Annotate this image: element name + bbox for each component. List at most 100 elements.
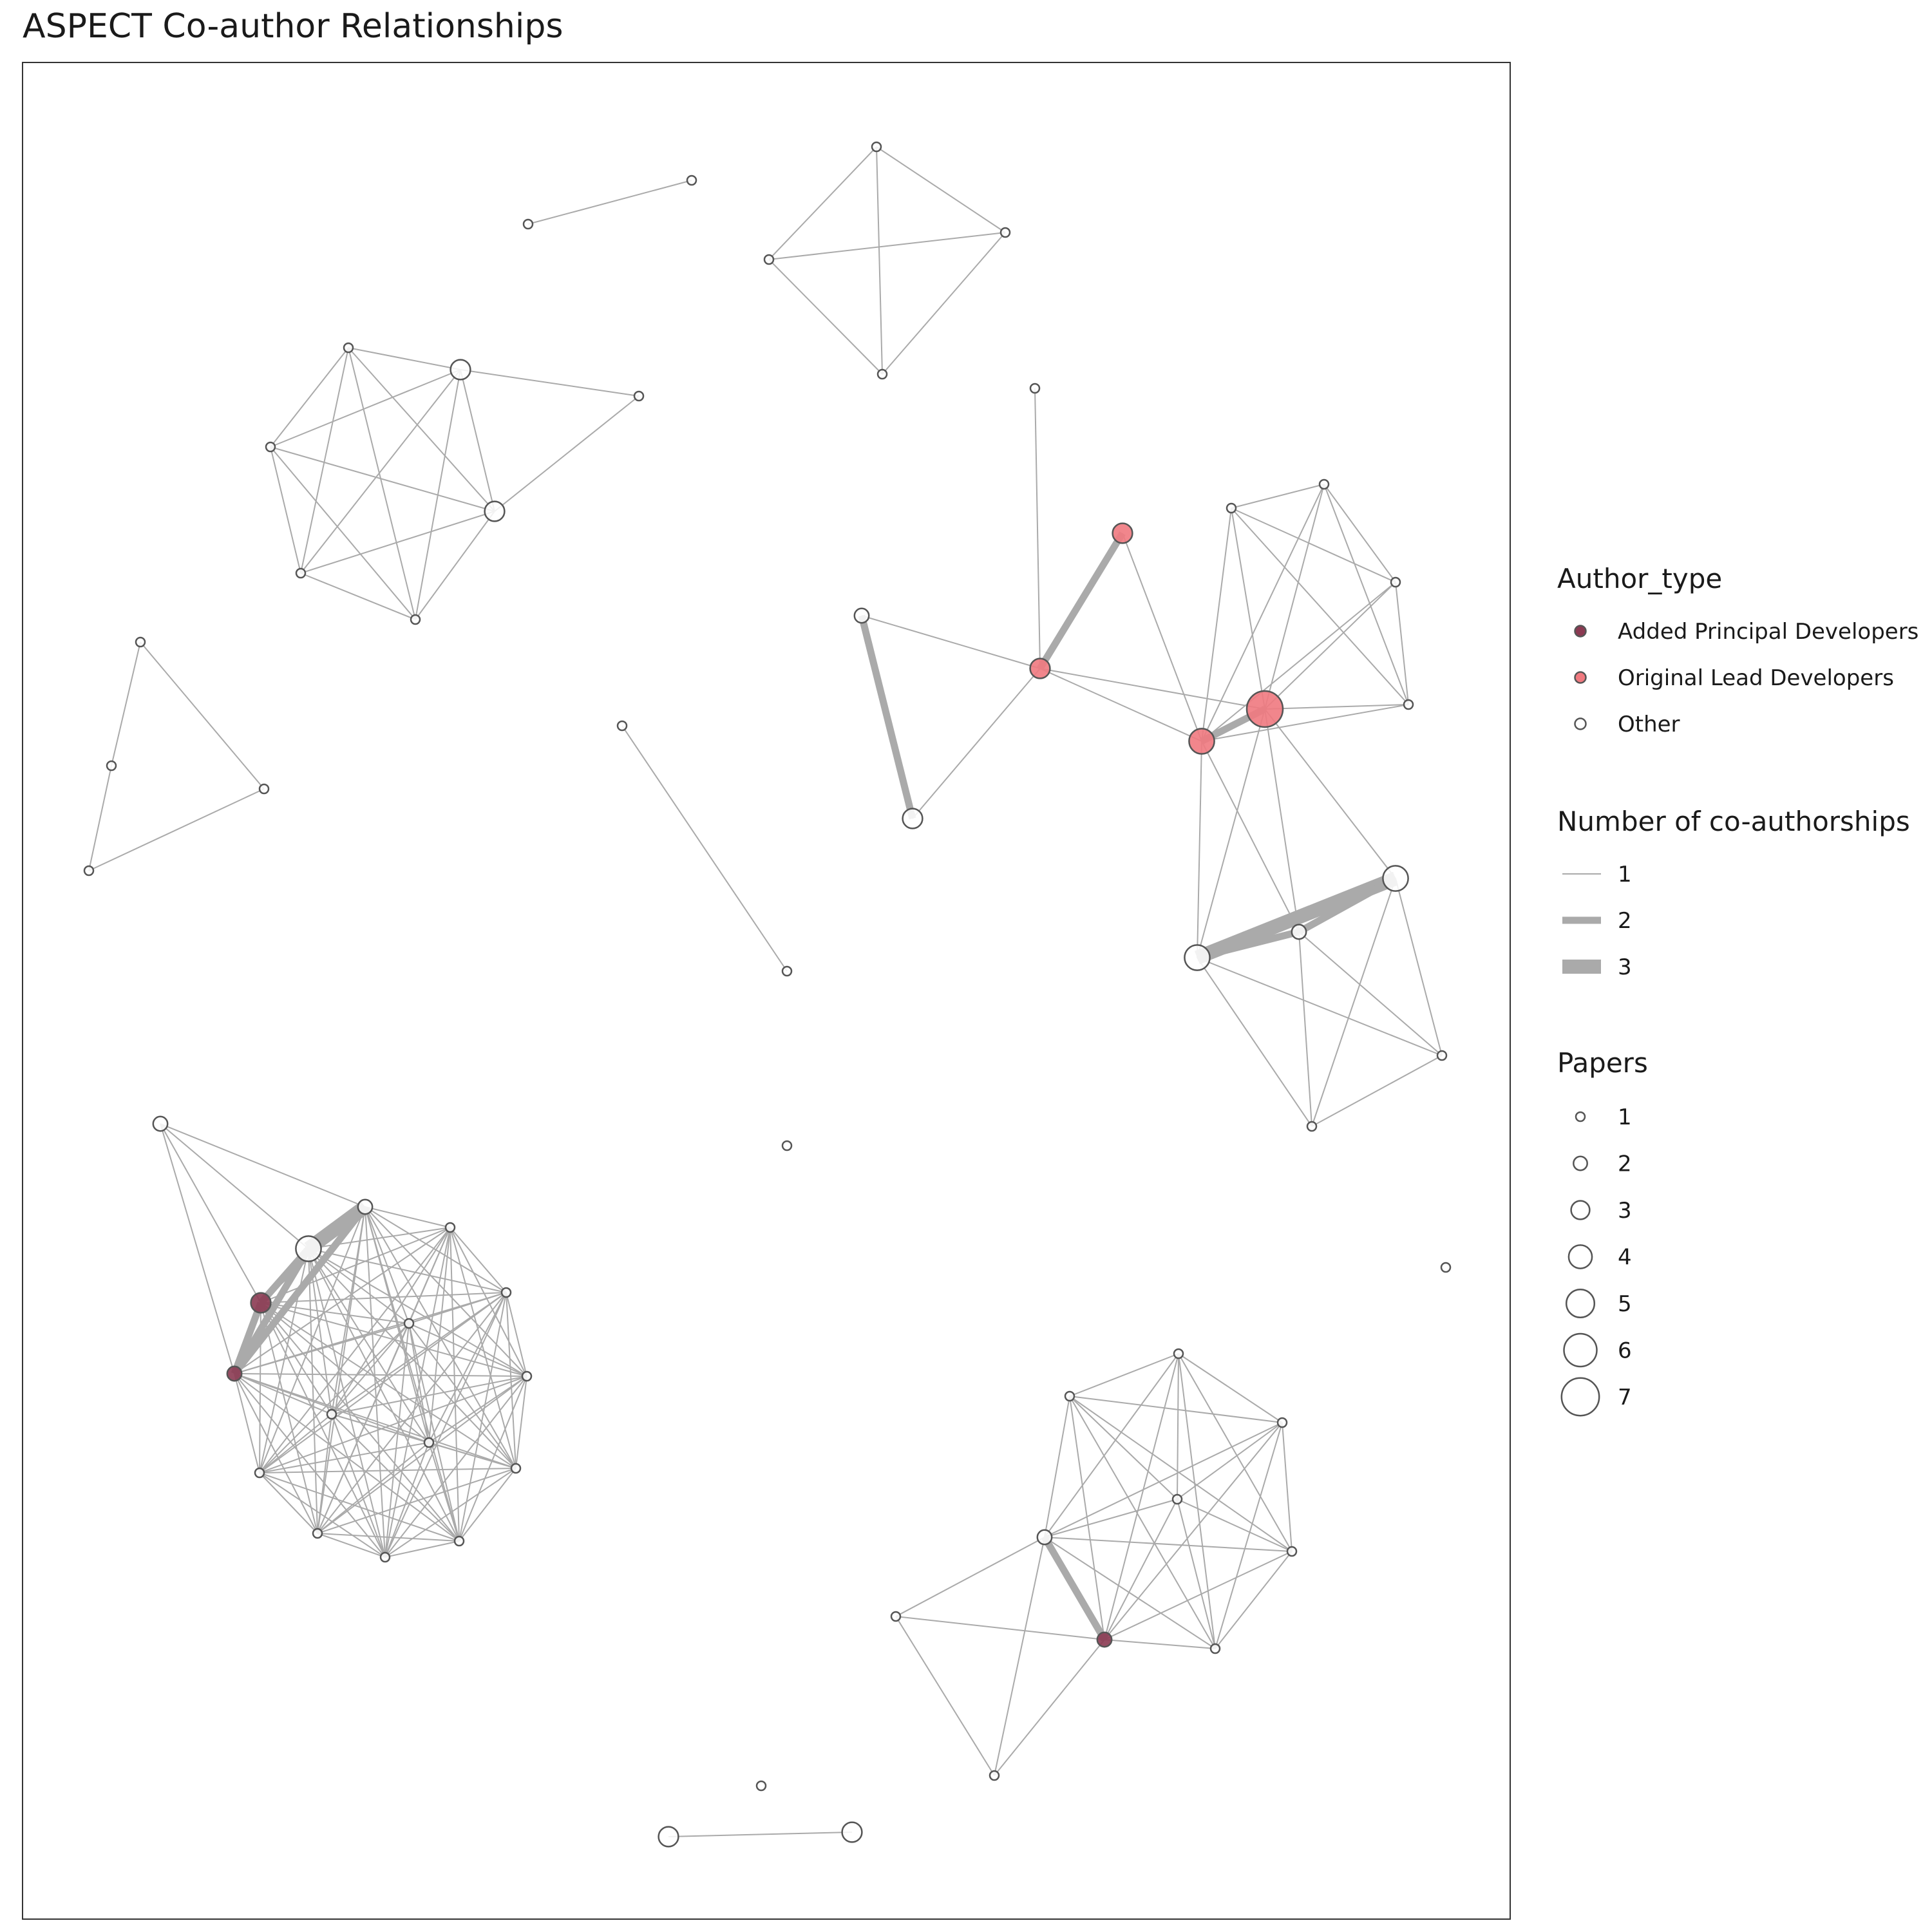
author-node [1245,690,1284,728]
legend-papers-label: 7 [1618,1385,1632,1410]
author-node [410,614,421,625]
coauthor-edge [259,1442,430,1473]
coauthor-edge [260,1292,507,1303]
coauthor-edge [408,1323,527,1377]
legend-papers-items: 1 2 3 4 5 6 7 [1560,1104,1632,1417]
coauthor-edge [1197,957,1443,1056]
coauthor-edge [1177,1353,1179,1500]
author-node [1173,1348,1184,1359]
coauthor-edge [1104,1639,1216,1649]
coauthor-edge [317,1468,516,1534]
coauthor-edge [428,1442,460,1542]
coauthor-edge [317,1414,332,1534]
coauthor-edge [861,615,1041,669]
coauthor-edge [621,725,788,972]
coauthor-edge [1039,668,1265,710]
author-node [1096,1631,1113,1648]
coauthor-edge [1311,1055,1443,1127]
author-node [510,1463,522,1474]
coauthor-edge [1201,741,1300,933]
legend-title-author-type: Author_type [1557,563,1722,594]
author-node [1306,1121,1318,1132]
coauthor-edge [1178,1353,1293,1552]
coauthor-edge [895,1616,995,1776]
legend-coauthorship-label: 3 [1618,954,1632,980]
coauthor-edge [1044,1537,1293,1552]
coauthor-edge [858,614,916,820]
author-node [1390,576,1401,588]
author-node [1029,658,1051,679]
coauthor-edge [259,1376,527,1473]
coauthor-edge [1201,582,1396,742]
coauthor-edge [1297,875,1397,935]
coauthor-edge [895,1537,1045,1617]
coauthor-edge [1201,507,1232,742]
coauthor-edge [1044,1499,1178,1538]
legend-title-papers: Papers [1557,1047,1648,1079]
coauthor-edge [88,765,112,871]
coauthor-edge [348,347,495,512]
coauthor-edge [270,446,416,620]
coauthor-edge [1201,484,1325,742]
coauthor-edge [331,1292,507,1415]
coauthor-edge [260,1302,318,1534]
coauthor-edge [494,395,639,512]
coauthor-edge [876,146,883,375]
author-node [295,567,307,579]
coauthor-edge [1264,484,1325,710]
coauthor-edge [317,1323,410,1534]
author-node [1291,923,1307,940]
coauthor-edge [88,788,265,871]
author-node [226,1365,243,1382]
coauthor-edge [1196,928,1300,961]
author-node [1171,1493,1183,1505]
author-node [83,865,95,876]
network-edges [88,146,1443,1837]
coauthor-edge [1104,1551,1293,1640]
coauthor-edge [1231,484,1325,509]
coauthor-edge [384,1376,527,1558]
coauthor-edge [234,1373,260,1473]
coauthor-edge [1069,1396,1105,1640]
coauthor-edge [1177,1422,1283,1500]
author-node [295,1235,322,1262]
coauthor-edge [428,1227,451,1443]
author-node [1440,1262,1452,1273]
coauthor-edge [260,1302,527,1377]
coauthor-edge [1197,741,1202,958]
coauthor-edge [331,1376,527,1415]
coauthor-edge [231,1204,368,1376]
author-node [521,1370,533,1382]
author-node [763,254,775,265]
coauthor-edge [1323,484,1409,705]
coauthor-edge [260,1302,430,1443]
legend-papers-key [1563,1332,1598,1368]
coauthor-edge [259,1227,451,1473]
coauthor-edge [768,146,877,260]
author-node [135,636,146,648]
legend-papers-label: 3 [1618,1198,1632,1224]
coauthor-edge [1044,1353,1179,1538]
coauthor-edge [1122,533,1202,742]
coauthor-edge [300,573,416,620]
author-node [343,342,354,354]
coauthor-edge [331,1414,460,1542]
coauthor-edge [1201,704,1409,742]
coauthor-edge [317,1292,507,1534]
coauthor-edge [1044,1537,1216,1649]
author-node [1112,522,1133,544]
coauthor-edge [450,1227,527,1377]
coauthor-edge [428,1376,527,1443]
author-node [890,1611,902,1622]
legend-author-type-label: Original Lead Developers [1618,665,1894,691]
coauthor-edge [348,347,416,620]
author-node [1188,728,1215,755]
legend-author-type-label: Added Principal Developers [1618,619,1918,645]
coauthor-edge [1044,1396,1070,1538]
coauthor-edge [1178,1353,1283,1423]
coauthor-edge [1215,1551,1293,1649]
coauthor-edge [1395,878,1443,1056]
author-node [1064,1390,1075,1402]
coauthor-edge [160,1123,366,1208]
